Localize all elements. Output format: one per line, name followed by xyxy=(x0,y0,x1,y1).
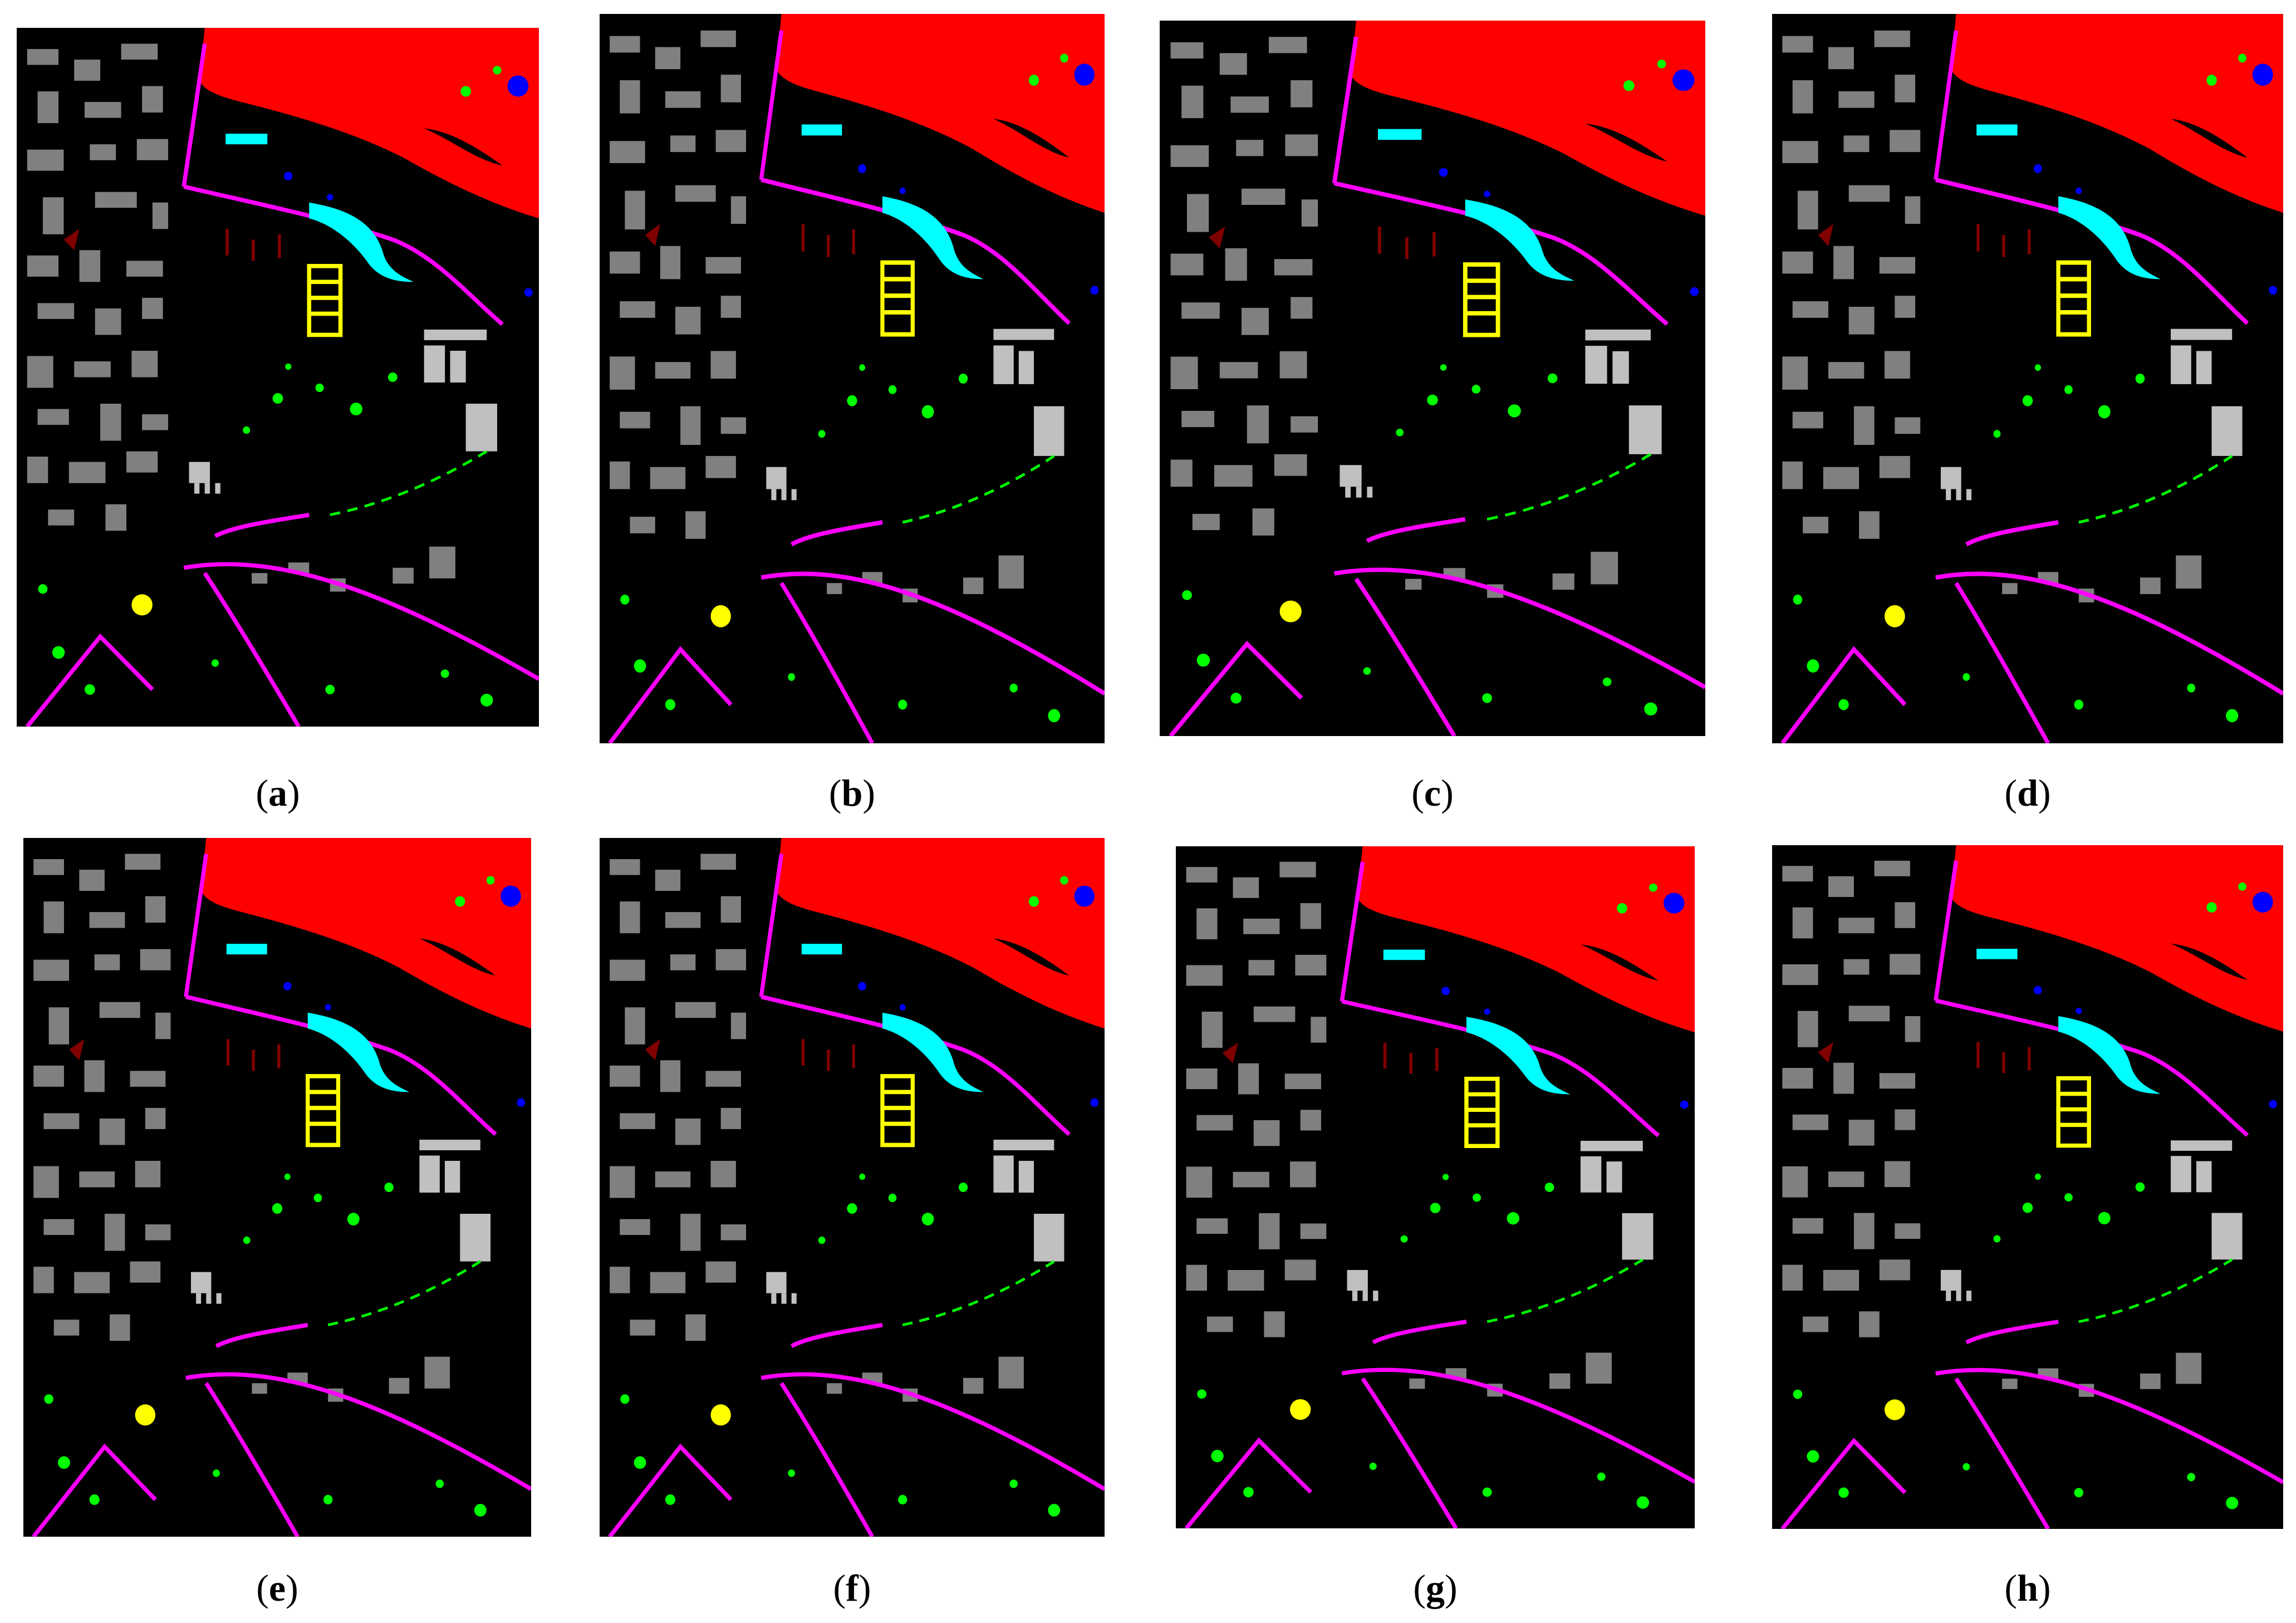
classification-map-e xyxy=(23,838,531,1537)
caption-b: (b) xyxy=(828,772,876,814)
caption-letter: f xyxy=(846,1567,858,1609)
classification-map-b xyxy=(600,14,1105,743)
caption-d: (d) xyxy=(2004,772,2051,814)
classification-map-f xyxy=(600,838,1105,1537)
caption-letter: a xyxy=(268,772,287,814)
caption-h: (h) xyxy=(2004,1567,2051,1609)
classification-map-c xyxy=(1160,21,1705,736)
caption-letter: g xyxy=(1426,1567,1445,1609)
caption-a: (a) xyxy=(256,772,300,814)
caption-f: (f) xyxy=(833,1567,871,1609)
caption-g: (g) xyxy=(1413,1567,1458,1609)
caption-letter: b xyxy=(841,772,863,814)
classification-map-g xyxy=(1176,846,1695,1528)
caption-letter: d xyxy=(2017,772,2038,814)
classification-map-d xyxy=(1772,14,2283,743)
caption-letter: h xyxy=(2017,1567,2038,1609)
classification-map-a xyxy=(17,28,539,727)
caption-letter: e xyxy=(268,1567,286,1609)
caption-c: (c) xyxy=(1411,772,1454,814)
caption-letter: c xyxy=(1424,772,1441,814)
classification-map-h xyxy=(1772,845,2283,1529)
caption-e: (e) xyxy=(256,1567,298,1609)
